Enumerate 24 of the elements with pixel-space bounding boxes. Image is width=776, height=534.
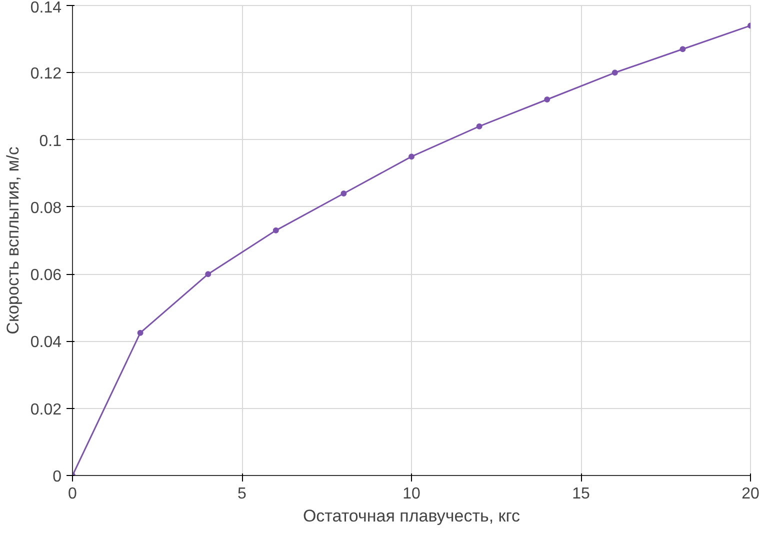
point (340, 190, 347, 196)
point (544, 96, 550, 102)
x-tick-label: 15 (572, 486, 590, 502)
point (272, 227, 279, 234)
y-tick-label: 0.04 (30, 334, 62, 352)
y-tick-label: 0.08 (30, 200, 62, 217)
x-axis-title: Остаточная плавучесть, кгс (302, 506, 521, 526)
y-tick-label: 0.14 (30, 0, 62, 16)
y-tick-label: 0.1 (39, 132, 62, 150)
point (612, 70, 618, 76)
x-tick-label: 0 (68, 486, 78, 502)
x-tick-label: 10 (402, 486, 420, 502)
point (205, 271, 212, 278)
y-tick-label: 0.12 (30, 66, 62, 83)
y-axis-title: Скорость всплытия, м/с (3, 146, 22, 334)
point (476, 123, 482, 130)
point (408, 154, 414, 160)
x-tick-label: 20 (742, 486, 760, 502)
y-tick-label: 0.02 (30, 401, 62, 418)
point (137, 330, 144, 336)
y-tick-label: 0.06 (30, 267, 62, 284)
point (680, 46, 686, 52)
x-tick-label: 5 (238, 486, 247, 502)
y-tick-label: 0 (52, 468, 62, 486)
